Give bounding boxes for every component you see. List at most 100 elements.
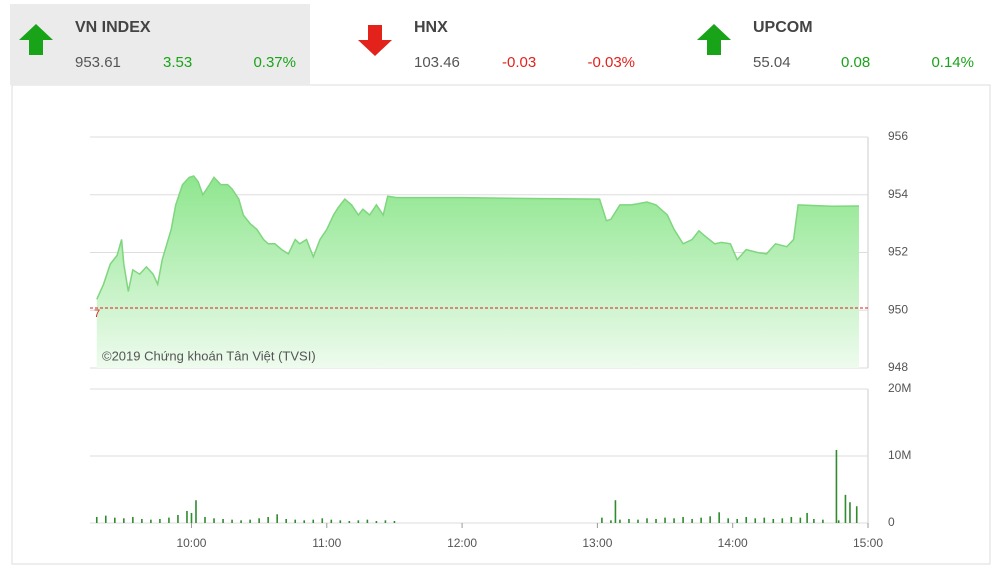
x-tick-label: 10:00 (176, 536, 206, 550)
volume-bar (822, 519, 824, 523)
y-tick-label: 954 (888, 187, 908, 201)
x-tick-label: 13:00 (582, 536, 612, 550)
index-percent: 0.14% (931, 54, 974, 71)
volume-bar (114, 517, 116, 523)
y-tick-label: 956 (888, 129, 908, 143)
x-tick-label: 14:00 (718, 536, 748, 550)
y-tick-label: 10M (888, 448, 911, 462)
volume-bar (104, 515, 107, 523)
volume-bar (637, 519, 639, 523)
volume-bar (700, 517, 702, 523)
price-area (96, 176, 860, 368)
volume-bar (276, 514, 278, 523)
x-tick-label: 11:00 (312, 536, 341, 550)
price-line (96, 175, 860, 300)
index-value: 953.61 (75, 54, 121, 71)
volume-bar (267, 516, 269, 523)
volume-bar (682, 516, 684, 523)
volume-bar (790, 516, 793, 523)
volume-bar (646, 518, 648, 523)
volume-bar (736, 518, 739, 523)
index-value: 103.46 (414, 54, 460, 71)
arrow-up-icon (19, 24, 53, 55)
index-change: 3.53 (163, 54, 192, 71)
volume-bar (348, 520, 351, 523)
y-tick-label: 20M (888, 381, 911, 395)
index-change: -0.03 (502, 54, 536, 71)
volume-bar (168, 517, 170, 523)
volume-bar (312, 519, 315, 523)
volume-bar (601, 517, 603, 523)
volume-bar (195, 500, 197, 523)
volume-bar (375, 520, 378, 523)
volume-bar (754, 518, 757, 523)
y-tick-label: 950 (888, 302, 908, 316)
volume-bar (204, 516, 206, 523)
volume-bar (837, 520, 840, 523)
reference-label: 7 (94, 308, 100, 320)
volume-bar (303, 520, 306, 523)
index-name: UPCOM (753, 19, 813, 36)
volume-bar (673, 518, 675, 523)
y-tick-label: 952 (888, 245, 908, 259)
index-percent: 0.37% (253, 54, 296, 71)
volume-bar (141, 518, 143, 523)
volume-bar (619, 519, 621, 523)
volume-bar (727, 518, 729, 523)
volume-bar (159, 518, 161, 523)
volume-bar (655, 518, 657, 523)
volume-bar (718, 512, 720, 523)
volume-bar (763, 517, 766, 523)
index-name: VN INDEX (75, 19, 151, 36)
volume-bar (177, 514, 179, 523)
index-change: 0.08 (841, 54, 870, 71)
index-value: 55.04 (753, 54, 791, 71)
volume-bar (781, 518, 784, 523)
volume-bar (709, 516, 711, 523)
index-header: VN INDEX 953.61 3.53 0.37% HNX 103.46 -0.03 -0.… (19, 19, 974, 71)
volume-bar (813, 518, 815, 523)
x-tick-label: 15:00 (853, 536, 883, 550)
index-name: HNX (414, 19, 448, 36)
volume-bar (249, 519, 251, 523)
volume-bar (231, 519, 233, 523)
volume-bar (806, 512, 808, 523)
volume-bar (339, 520, 342, 523)
volume-bar (772, 518, 775, 523)
volume-bar (855, 506, 858, 523)
volume-bar (844, 494, 847, 523)
volume-bar (614, 500, 617, 523)
arrow-up-icon (697, 24, 731, 55)
volume-bar (610, 520, 612, 523)
volume-bar (258, 518, 260, 523)
selected-index-bg (10, 4, 310, 85)
y-tick-label: 948 (888, 360, 908, 374)
volume-bar (664, 517, 666, 523)
volume-bar (393, 520, 396, 523)
arrow-down-icon (358, 25, 392, 56)
volume-bar (294, 519, 297, 523)
y-tick-label: 0 (888, 515, 895, 529)
volume-bar (330, 519, 333, 523)
volume-bar (745, 516, 748, 523)
volume-bar (321, 518, 324, 523)
volume-bar (691, 518, 693, 523)
volume-bar (150, 519, 152, 523)
volume-bar (190, 512, 193, 523)
volume-bar (628, 518, 630, 523)
volume-bar (123, 518, 125, 523)
volume-bar (366, 519, 369, 523)
volume-bar (186, 510, 188, 523)
volume-bar (357, 520, 360, 523)
volume-bar (222, 518, 224, 523)
charts: 948 950 952 954 956 7 ©2019 Chứng khoán Tân Vi… (90, 129, 911, 550)
volume-bar (384, 520, 387, 523)
volume-bar (849, 502, 851, 523)
volume-bar (285, 518, 287, 523)
volume-bar (240, 520, 242, 523)
watermark: ©2019 Chứng khoán Tân Việt (TVSI) (102, 348, 316, 363)
volume-bar (132, 516, 134, 523)
volume-bar (95, 516, 98, 523)
volume-bar (835, 449, 838, 523)
